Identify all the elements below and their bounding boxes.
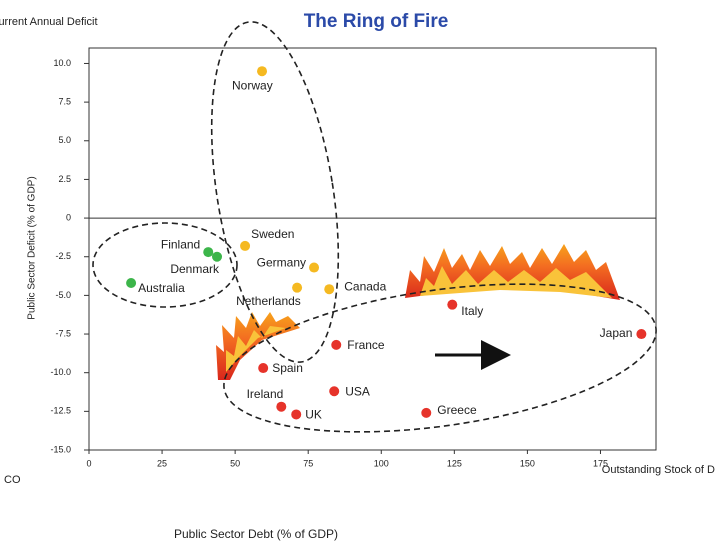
flames — [216, 244, 620, 380]
point — [636, 329, 647, 340]
point-label: UK — [305, 408, 322, 422]
x-tick-label: 150 — [520, 458, 535, 468]
point — [421, 407, 432, 418]
point-label: France — [347, 338, 385, 352]
point — [240, 240, 251, 251]
y-tick-label: 2.5 — [58, 174, 71, 184]
point — [331, 339, 342, 350]
point-label: Finland — [161, 237, 200, 251]
point-label: Australia — [138, 281, 185, 295]
x-tick-label: 125 — [447, 458, 462, 468]
point-label: Denmark — [170, 262, 220, 276]
x-axis-label: Public Sector Debt (% of GDP) — [174, 527, 338, 541]
point — [257, 66, 268, 77]
x-tick-label: 0 — [86, 458, 91, 468]
y-tick-label: -15.0 — [50, 444, 71, 454]
y-tick-label: -5.0 — [55, 290, 71, 300]
plot-frame — [88, 47, 657, 451]
x-right-label: Outstanding Stock of Debt — [602, 464, 715, 476]
point — [212, 251, 223, 262]
point-label: Spain — [272, 361, 303, 375]
point-label: Sweden — [251, 227, 294, 241]
chart-title: The Ring of Fire — [304, 11, 449, 32]
x-tick-label: 75 — [303, 458, 313, 468]
point-label: Canada — [344, 279, 386, 293]
x-tick-label: 25 — [157, 458, 167, 468]
y-tick-label: -10.0 — [50, 367, 71, 377]
point-label: Germany — [257, 256, 306, 270]
point — [203, 247, 214, 258]
point — [258, 363, 269, 374]
point-label: Japan — [600, 326, 633, 340]
point-label: USA — [345, 384, 370, 398]
y-tick-label: -7.5 — [55, 328, 71, 338]
point-label: Norway — [232, 78, 273, 92]
point — [292, 282, 303, 293]
y-tick-label: 10.0 — [53, 58, 71, 68]
point — [329, 386, 340, 397]
y-tick-label: 7.5 — [58, 96, 71, 106]
ring-yellow — [210, 21, 340, 363]
y-tick-label: 5.0 — [58, 135, 71, 145]
y-tick-label: -12.5 — [50, 406, 71, 416]
point-label: Netherlands — [236, 294, 301, 308]
y-top-label: Current Annual Deficit — [0, 16, 98, 28]
ring-green — [92, 222, 238, 308]
point-label: Italy — [461, 304, 483, 318]
x-tick-label: 175 — [593, 458, 608, 468]
point — [291, 409, 302, 420]
rings — [92, 21, 657, 433]
point — [126, 278, 137, 289]
point-label: Ireland — [247, 387, 284, 401]
y-axis-label: Public Sector Deficit (% of GDP) — [27, 176, 38, 319]
point-label: Greece — [437, 403, 477, 417]
corner-text: CO — [4, 474, 21, 486]
y-tick-label: -2.5 — [55, 251, 71, 261]
point — [324, 284, 335, 295]
point — [309, 262, 320, 273]
y-tick-label: 0 — [66, 212, 71, 222]
point — [276, 401, 287, 412]
ring-red — [223, 283, 657, 433]
x-tick-label: 100 — [374, 458, 389, 468]
x-tick-label: 50 — [230, 458, 240, 468]
point — [447, 299, 458, 310]
